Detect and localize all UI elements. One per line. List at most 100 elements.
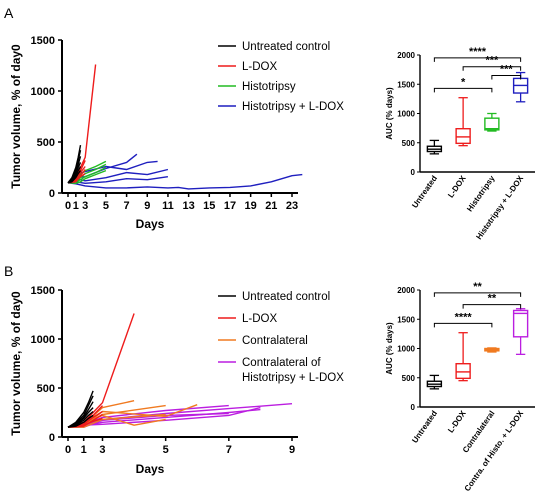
significance-label: * (461, 76, 466, 88)
series-line-7 (67, 313, 135, 428)
category-label-2: L-DOX (446, 408, 468, 434)
legend-label-2: L-DOX (242, 61, 277, 73)
significance-bracket-4: * (433, 76, 493, 93)
y-axis-title: AUC (% days) (385, 322, 394, 375)
x-tick-label: 21 (265, 200, 277, 212)
x-tick-label: 0 (65, 200, 71, 212)
category-label-4: Contra. of Histo. + L-DOX (463, 408, 526, 493)
y-tick-label: 1000 (31, 86, 55, 98)
category-label-1: Untreated (410, 409, 439, 445)
box-body (455, 128, 471, 145)
x-axis-title: Days (136, 462, 165, 476)
x-tick-label: 9 (289, 444, 295, 456)
bracket-line (433, 57, 522, 62)
bracket-line (433, 87, 493, 93)
x-tick-label: 1 (81, 444, 87, 456)
significance-bracket-2: ** (462, 293, 522, 309)
y-tick-label: 1500 (31, 285, 55, 297)
y-tick-label: 1500 (397, 80, 415, 89)
series-line-20 (67, 173, 303, 190)
significance-label: *** (500, 63, 514, 75)
x-tick-label: 7 (226, 444, 232, 456)
x-tick-label: 3 (99, 444, 105, 456)
x-tick-label: 1 (73, 200, 79, 212)
x-tick-label: 19 (245, 200, 257, 212)
x-axis-title: Days (136, 217, 165, 231)
legend-label-3: Contralateral (242, 335, 308, 347)
legend: Untreated control L-DOX Contralateral Contr… (218, 291, 344, 384)
legend-label-2: L-DOX (242, 313, 277, 325)
x-tick-label: 17 (224, 200, 236, 212)
significance-label: **** (455, 311, 473, 323)
y-tick-label: 1000 (31, 334, 55, 346)
box-chart-panel-B: 0 500 1000 1500 2000 AUC (% days) Untreated L-D… (385, 281, 535, 493)
legend-label-4: Contralateral of (242, 357, 321, 369)
significance-bracket-2: *** (462, 55, 522, 71)
series-line-15 (67, 169, 107, 185)
legend-label-1: Untreated control (242, 41, 330, 53)
category-label-1: Untreated (410, 174, 439, 210)
series-line-6 (67, 414, 94, 428)
x-tick-label: 5 (163, 444, 169, 456)
y-tick-label: 0 (49, 432, 55, 444)
y-axis-title: Tumor volume, % of day0 (9, 291, 23, 436)
box-1 (426, 139, 443, 155)
x-tick-label: 3 (82, 200, 88, 212)
bracket-line (462, 66, 522, 71)
series-line-7 (67, 64, 97, 184)
y-axis-title: Tumor volume, % of day0 (9, 44, 23, 189)
box-chart-panel-A: 0 500 1000 1500 2000 AUC (% days) Untreated L-D… (385, 46, 535, 241)
y-tick-label: 500 (402, 139, 416, 148)
y-tick-label: 2000 (397, 286, 415, 295)
box-2 (455, 332, 471, 382)
bracket-line (433, 322, 493, 328)
box-4 (512, 308, 529, 356)
x-tick-label: 23 (286, 200, 298, 212)
y-tick-label: 1000 (397, 345, 415, 354)
legend-label-4: Histotripsy + L-DOX (242, 101, 344, 113)
legend-label-4: Histotripsy + L-DOX (242, 372, 344, 384)
series-line-6 (67, 170, 82, 184)
x-tick-label: 15 (203, 200, 215, 212)
legend: Untreated control L-DOX Histotripsy Histotr… (218, 41, 344, 113)
box-body (455, 363, 471, 380)
y-axis-title: AUC (% days) (385, 87, 394, 140)
y-tick-label: 500 (37, 383, 55, 395)
category-label-3: Histotripsy (465, 174, 497, 214)
significance-bracket-1: ** (433, 281, 522, 297)
panel-label: B (4, 263, 13, 279)
significance-label: **** (469, 46, 487, 58)
box-2 (455, 97, 471, 147)
box-3 (484, 112, 500, 132)
significance-label: *** (485, 55, 499, 67)
category-label-2: L-DOX (446, 173, 468, 199)
bracket-line (462, 304, 522, 309)
y-tick-label: 0 (49, 188, 55, 200)
box-1 (426, 374, 443, 390)
box-body (512, 309, 529, 338)
y-tick-label: 2000 (397, 51, 415, 60)
significance-bracket-3: **** (433, 311, 493, 328)
y-tick-label: 500 (402, 374, 416, 383)
y-tick-label: 1500 (397, 315, 415, 324)
legend-label-3: Histotripsy (242, 81, 296, 93)
significance-bracket-3: *** (491, 63, 522, 80)
y-tick-label: 0 (411, 168, 416, 177)
significance-label: ** (488, 293, 497, 305)
x-tick-label: 7 (124, 200, 130, 212)
y-tick-label: 0 (411, 403, 416, 412)
significance-bracket-1: **** (433, 46, 522, 62)
box-3 (484, 347, 500, 353)
panel-label: A (4, 5, 14, 21)
x-tick-label: 9 (144, 200, 150, 212)
significance-label: ** (473, 281, 482, 293)
bracket-line (433, 292, 522, 297)
x-tick-label: 11 (162, 200, 174, 212)
box-body (484, 117, 500, 131)
y-tick-label: 1500 (31, 35, 55, 47)
x-tick-label: 5 (103, 200, 109, 212)
x-tick-label: 13 (182, 200, 194, 212)
